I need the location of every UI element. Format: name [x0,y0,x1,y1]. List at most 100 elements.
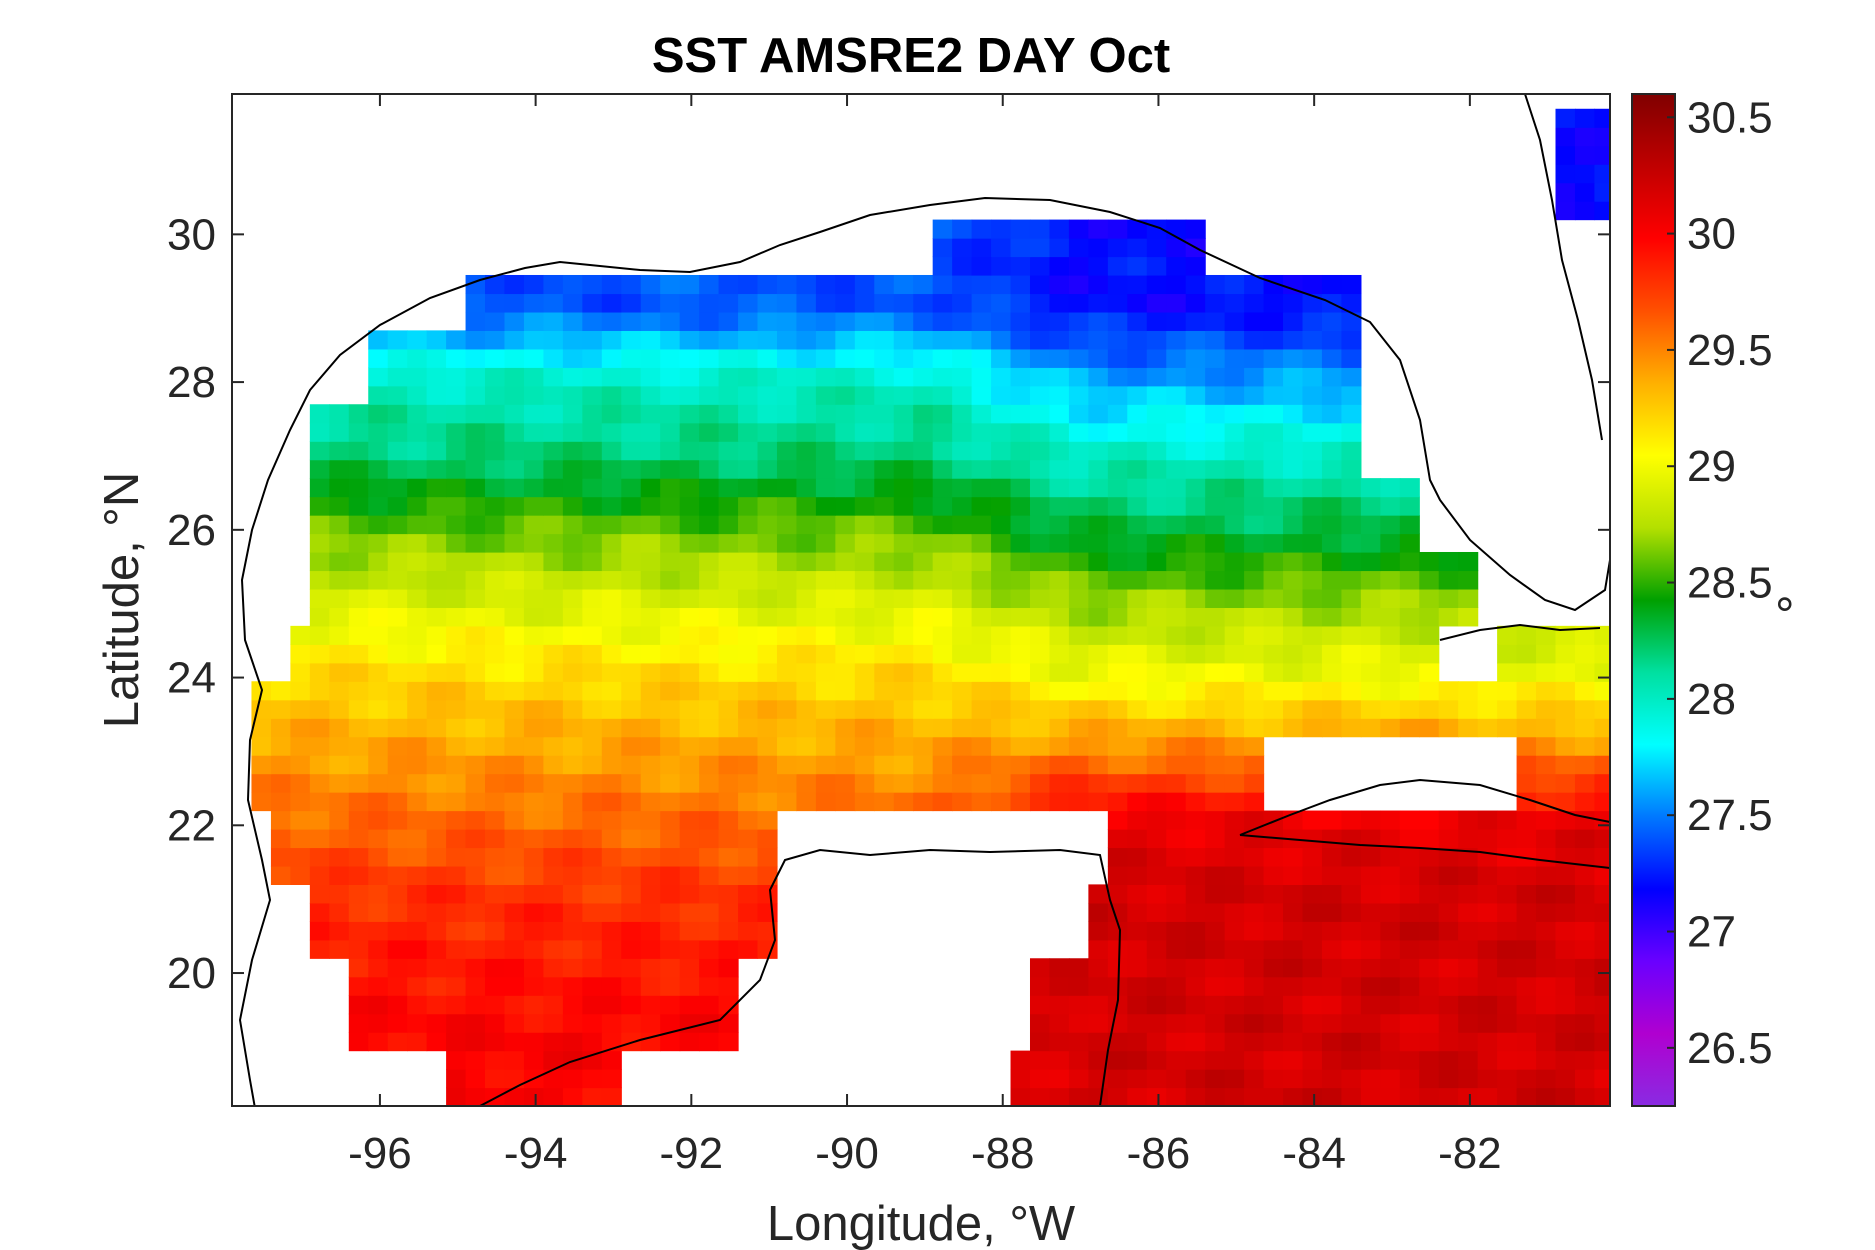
sst-cell [893,773,914,793]
sst-cell [718,311,739,331]
sst-cell [1244,441,1265,461]
sst-cell [796,293,817,313]
sst-cell [854,404,875,424]
sst-cell [660,755,681,775]
sst-cell [1283,958,1304,978]
sst-cell [1010,422,1031,442]
sst-cell [407,902,428,922]
sst-cell [1166,995,1187,1015]
sst-cell [1536,1032,1557,1052]
y-tick-label: 28 [167,358,216,407]
sst-cell [1458,718,1479,738]
sst-cell [1555,828,1576,849]
sst-cell [699,810,720,830]
sst-cell [1263,293,1284,313]
sst-cell [523,515,545,535]
sst-cell [893,404,914,424]
sst-cell [699,441,720,461]
sst-cell [504,792,525,812]
sst-cell [718,274,739,295]
sst-cell [1419,699,1440,719]
sst-cell [1166,644,1187,664]
sst-cell [309,533,330,553]
sst-cell [952,644,973,664]
sst-cell [1224,773,1245,793]
sst-cell [290,773,311,793]
sst-cell [1166,792,1187,812]
sst-cell [1283,1069,1304,1089]
sst-cell [465,459,486,479]
sst-cell [640,404,661,424]
sst-cell [426,662,447,682]
sst-cell [991,681,1012,701]
sst-cell [1088,274,1109,295]
sst-cell [407,330,428,350]
sst-cell [1127,995,1148,1015]
sst-cell [1458,681,1479,701]
sst-cell [932,551,953,572]
sst-cell [601,718,622,738]
sst-cell [1088,588,1109,608]
sst-cell [426,644,447,664]
sst-cell [368,736,389,756]
sst-cell [1594,182,1610,202]
sst-cell [893,681,914,701]
sst-cell [640,736,661,756]
sst-cell [796,459,817,479]
sst-cell [582,385,603,405]
sst-cell [640,847,661,867]
sst-cell [776,773,798,793]
sst-cell [368,570,389,590]
sst-cell [1029,515,1051,535]
sst-cell [1244,718,1265,738]
sst-cell [582,1069,603,1089]
sst-cell [757,828,778,849]
sst-cell [971,238,992,258]
sst-cell [1458,976,1479,996]
sst-cell [699,459,720,479]
sst-cell [504,1069,525,1089]
sst-cell [621,478,642,498]
sst-cell [1497,847,1518,867]
sst-cell [932,293,953,313]
sst-cell [348,459,369,479]
sst-cell [1555,182,1576,202]
sst-cell [1263,662,1284,682]
sst-cell [1574,1032,1596,1052]
sst-cell [679,921,700,941]
sst-cell [699,293,720,313]
sst-cell [1380,1013,1401,1033]
sst-cell [1360,625,1381,645]
sst-cell [485,367,506,387]
sst-cell [699,515,720,535]
sst-cell [776,367,798,387]
sst-cell [562,1032,583,1052]
sst-cell [329,644,350,664]
sst-cell [1146,348,1167,368]
sst-cell [562,939,583,959]
sst-cell [1497,625,1518,645]
sst-cell [1438,681,1459,701]
sst-cell [1146,1069,1167,1089]
sst-cell [329,551,350,572]
sst-cell [1380,995,1401,1015]
sst-cell [1244,404,1265,424]
sst-cell [543,515,564,535]
sst-cell [465,533,486,553]
sst-cell [738,736,759,756]
sst-cell [660,865,681,885]
sst-cell [738,367,759,387]
sst-cell [1536,644,1557,664]
sst-cell [1302,847,1323,867]
sst-cell [446,699,467,719]
sst-cell [1146,865,1167,885]
sst-cell [1283,348,1304,368]
sst-cell [1068,995,1089,1015]
sst-cell [601,293,622,313]
sst-cell [1068,533,1089,553]
sst-cell [309,939,330,959]
sst-cell [309,865,330,885]
sst-cell [1438,1050,1459,1070]
sst-cell [562,1013,583,1033]
